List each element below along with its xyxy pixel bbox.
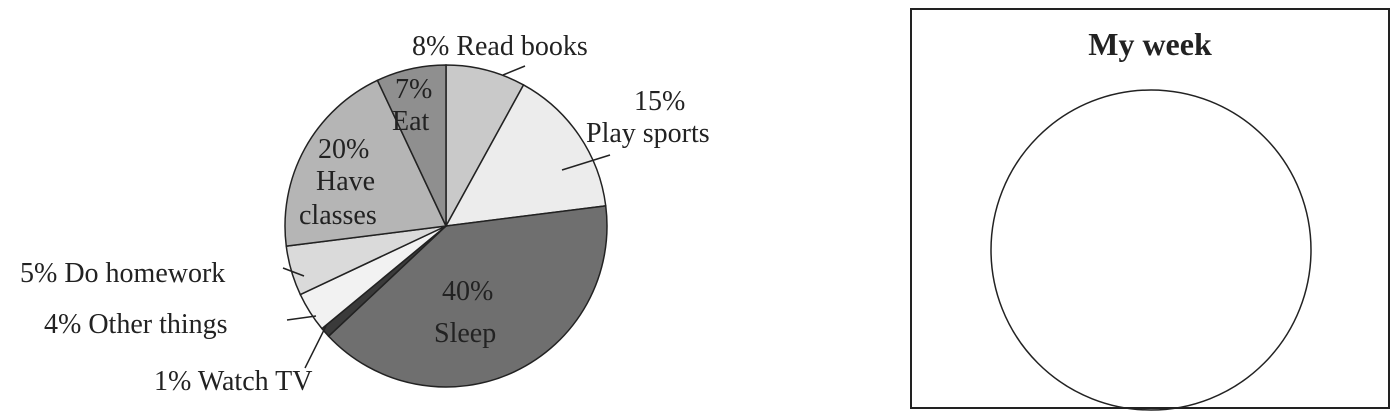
label-play-sports-pct: 15% — [634, 86, 685, 117]
my-week-title: My week — [1088, 26, 1212, 62]
label-have-classes-2: classes — [299, 200, 377, 231]
label-other-things: 4% Other things — [44, 309, 228, 340]
leader-play-sports — [561, 154, 611, 171]
empty-pie-circle[interactable] — [990, 89, 1312, 411]
pie-slice-sleep — [327, 204, 608, 388]
label-do-homework: 5% Do homework — [20, 258, 225, 289]
label-have-classes-pct: 20% — [318, 134, 369, 165]
my-week-box — [910, 8, 1390, 409]
label-eat-pct: 7% — [395, 74, 432, 105]
label-eat: Eat — [392, 106, 430, 137]
pie-slice-eat — [376, 64, 447, 227]
leader-other-things — [286, 315, 317, 321]
pie-slice-play-sports — [444, 83, 607, 227]
pie-chart — [284, 64, 608, 388]
leader-watch-tv — [304, 325, 327, 369]
leader-read-books — [502, 65, 526, 76]
pie-slice-have-classes — [284, 79, 448, 248]
label-have-classes-1: Have — [316, 166, 375, 197]
label-read-books: 8% Read books — [412, 31, 588, 62]
leader-do-homework — [282, 267, 305, 277]
label-play-sports: Play sports — [586, 118, 710, 149]
label-sleep: Sleep — [434, 318, 496, 349]
label-watch-tv: 1% Watch TV — [154, 366, 312, 397]
label-sleep-pct: 40% — [442, 276, 493, 307]
